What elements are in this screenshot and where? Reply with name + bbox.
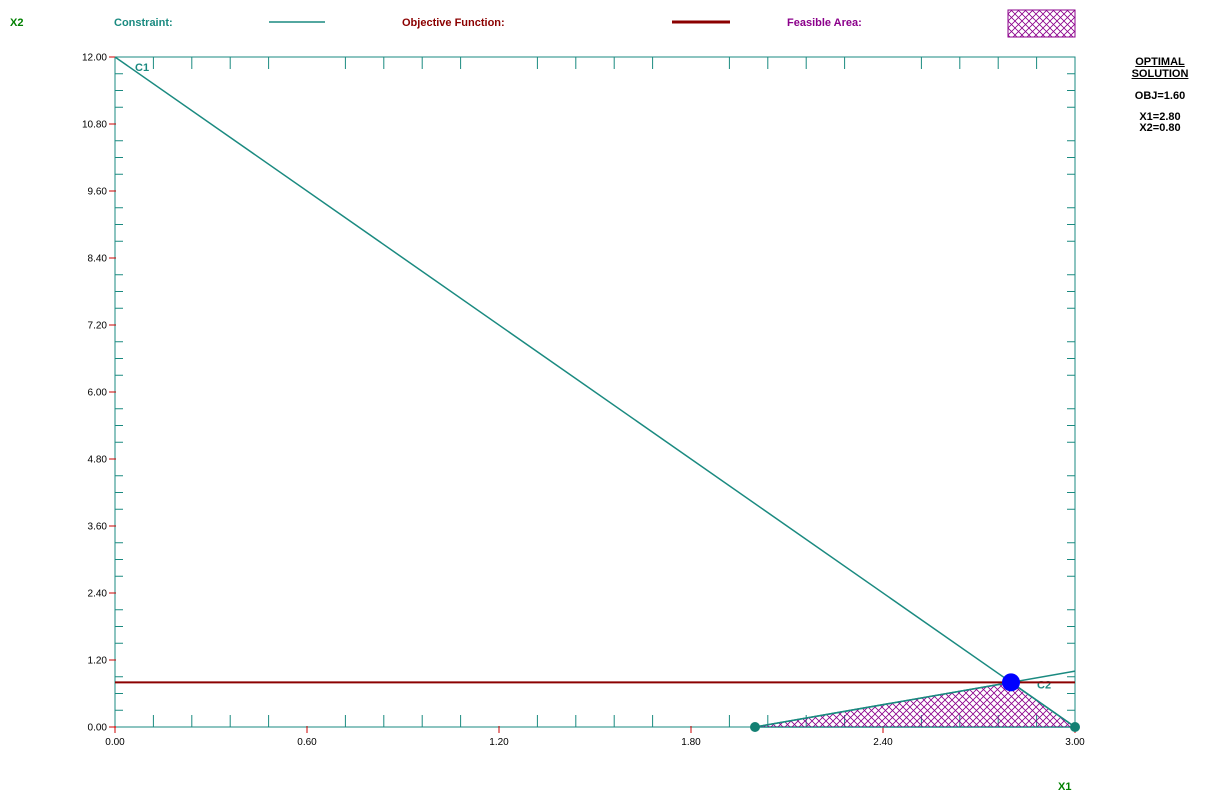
legend-feasible-swatch: [1007, 9, 1076, 38]
x-tick-label: 1.20: [489, 737, 509, 748]
optimal-solution-panel: OPTIMAL SOLUTION OBJ=1.60 X1=2.80 X2=0.8…: [1120, 56, 1200, 134]
y-tick-label: 4.80: [88, 455, 108, 466]
constraint-c2-line: [754, 670, 1076, 728]
optimal-heading-line1: OPTIMAL: [1135, 56, 1185, 68]
constraint-c1-line: [114, 56, 1076, 728]
y-tick-label: 0.00: [88, 723, 108, 734]
y-tick-label: 12.00: [82, 53, 107, 64]
objective-value: OBJ=1.60: [1134, 90, 1186, 102]
y-tick-label: 9.60: [88, 187, 108, 198]
optimal-heading-line2: SOLUTION: [1131, 68, 1189, 80]
y-tick-label: 8.40: [88, 254, 108, 265]
vertex-point: [1070, 722, 1080, 732]
y-axis-title: X2: [10, 17, 23, 29]
feasible-region: [755, 682, 1075, 727]
x-tick-label: 2.40: [873, 737, 893, 748]
legend-constraint-label: Constraint:: [114, 17, 173, 29]
y-tick-label: 7.20: [88, 321, 108, 332]
y-tick-label: 10.80: [82, 120, 107, 131]
optimal-point: [1002, 673, 1020, 692]
x-tick-label: 0.00: [105, 737, 125, 748]
legend-feasible-label: Feasible Area:: [787, 17, 862, 29]
x2-value: X2=0.80: [1139, 122, 1181, 134]
y-tick-label: 3.60: [88, 522, 108, 533]
constraint-c2-label: C2: [1037, 679, 1051, 691]
x1-value: X1=2.80: [1139, 111, 1181, 123]
y-tick-label: 2.40: [88, 589, 108, 600]
legend-objective-label: Objective Function:: [402, 17, 505, 29]
vertex-point: [750, 722, 760, 732]
x-axis-title: X1: [1058, 781, 1071, 793]
x-tick-label: 0.60: [297, 737, 317, 748]
x-tick-label: 1.80: [681, 737, 701, 748]
y-tick-label: 6.00: [88, 388, 108, 399]
y-tick-label: 1.20: [88, 656, 108, 667]
constraint-c1-label: C1: [135, 62, 149, 74]
x-tick-label: 3.00: [1065, 737, 1085, 748]
